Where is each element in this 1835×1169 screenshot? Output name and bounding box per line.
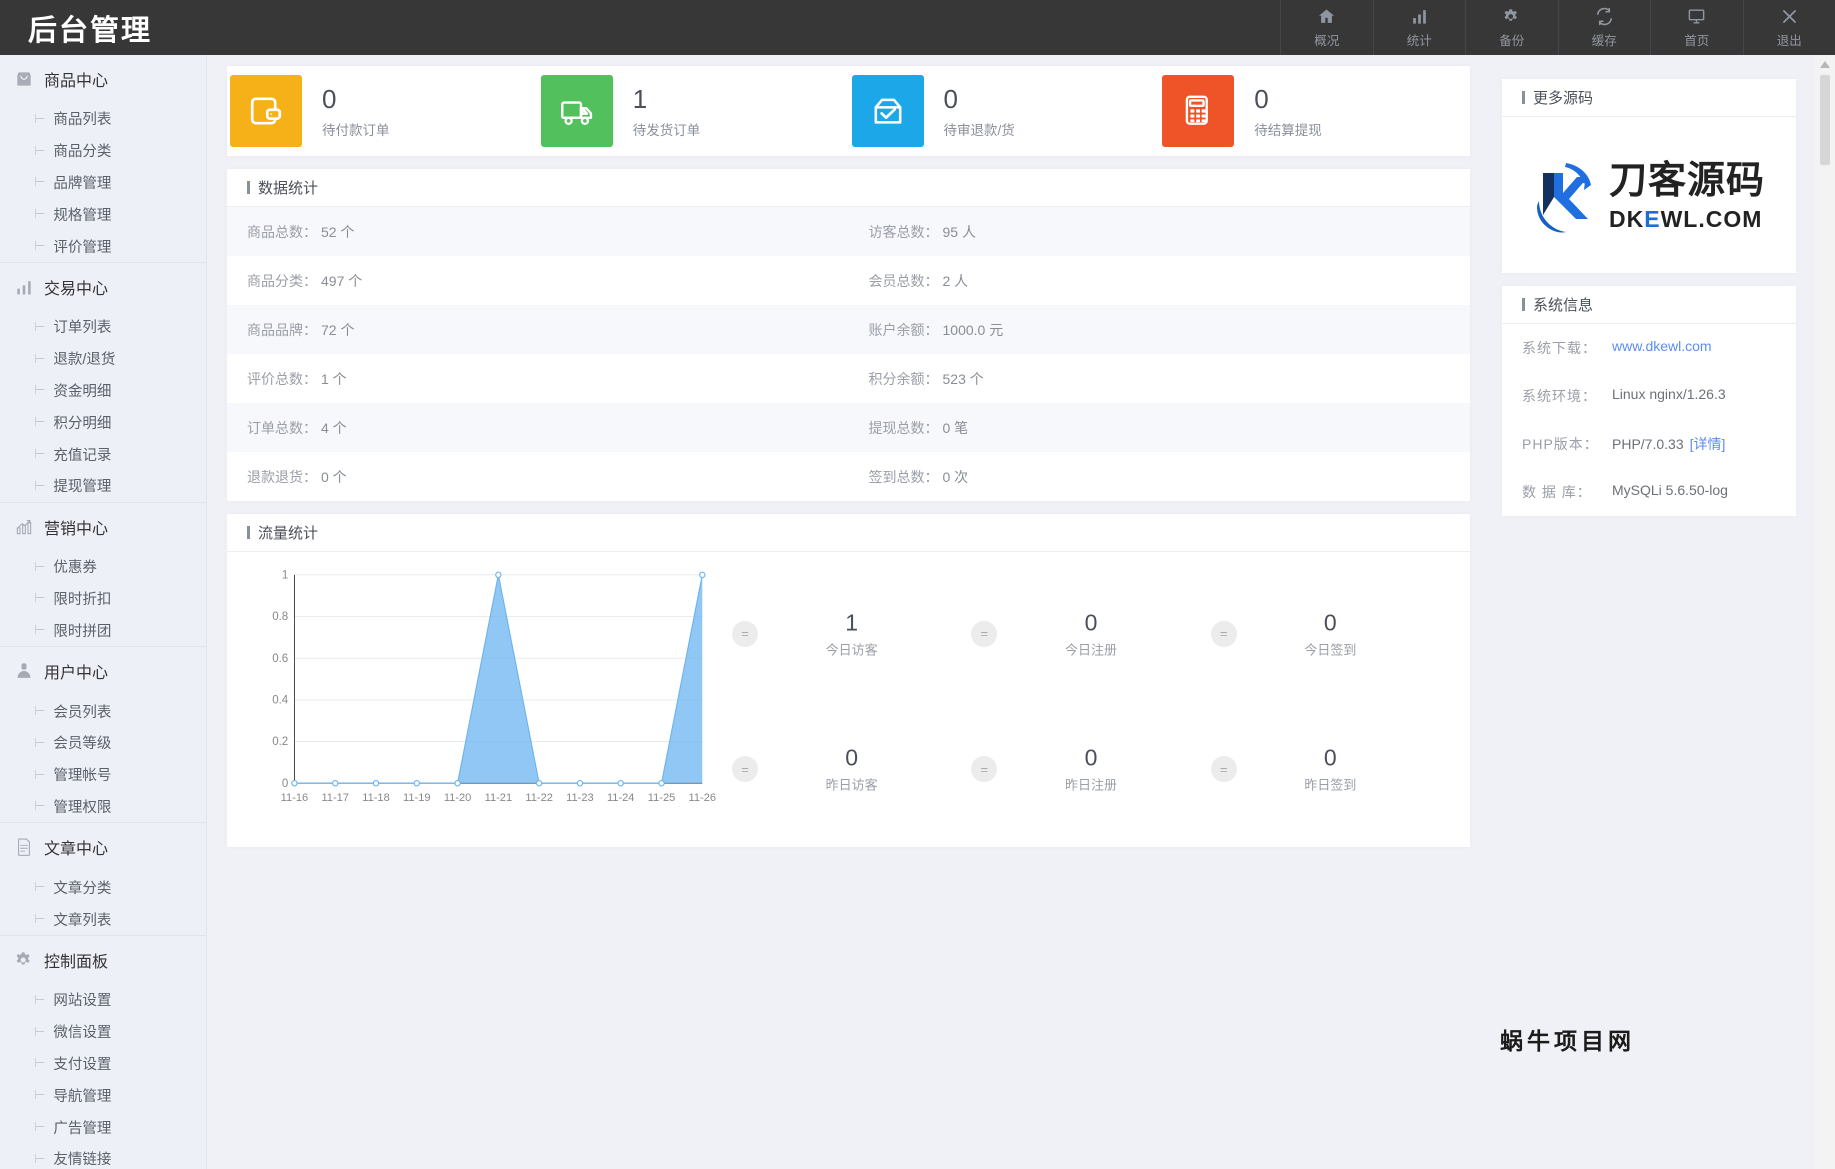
svg-text:11-25: 11-25	[648, 792, 676, 804]
svg-text:0.6: 0.6	[272, 653, 288, 665]
svg-text:11-20: 11-20	[444, 792, 472, 804]
svg-text:0: 0	[282, 778, 288, 790]
svg-text:11-16: 11-16	[281, 792, 309, 804]
svg-text:1: 1	[282, 569, 288, 581]
svg-text:0.4: 0.4	[272, 694, 289, 706]
svg-text:11-26: 11-26	[689, 792, 717, 804]
svg-text:11-19: 11-19	[403, 792, 431, 804]
svg-text:0.8: 0.8	[272, 611, 288, 623]
svg-text:11-17: 11-17	[321, 792, 349, 804]
svg-text:0.2: 0.2	[272, 736, 288, 748]
svg-text:11-18: 11-18	[362, 792, 390, 804]
svg-text:11-21: 11-21	[485, 792, 513, 804]
svg-text:11-22: 11-22	[525, 792, 553, 804]
svg-text:11-23: 11-23	[566, 792, 594, 804]
svg-text:11-24: 11-24	[607, 792, 635, 804]
